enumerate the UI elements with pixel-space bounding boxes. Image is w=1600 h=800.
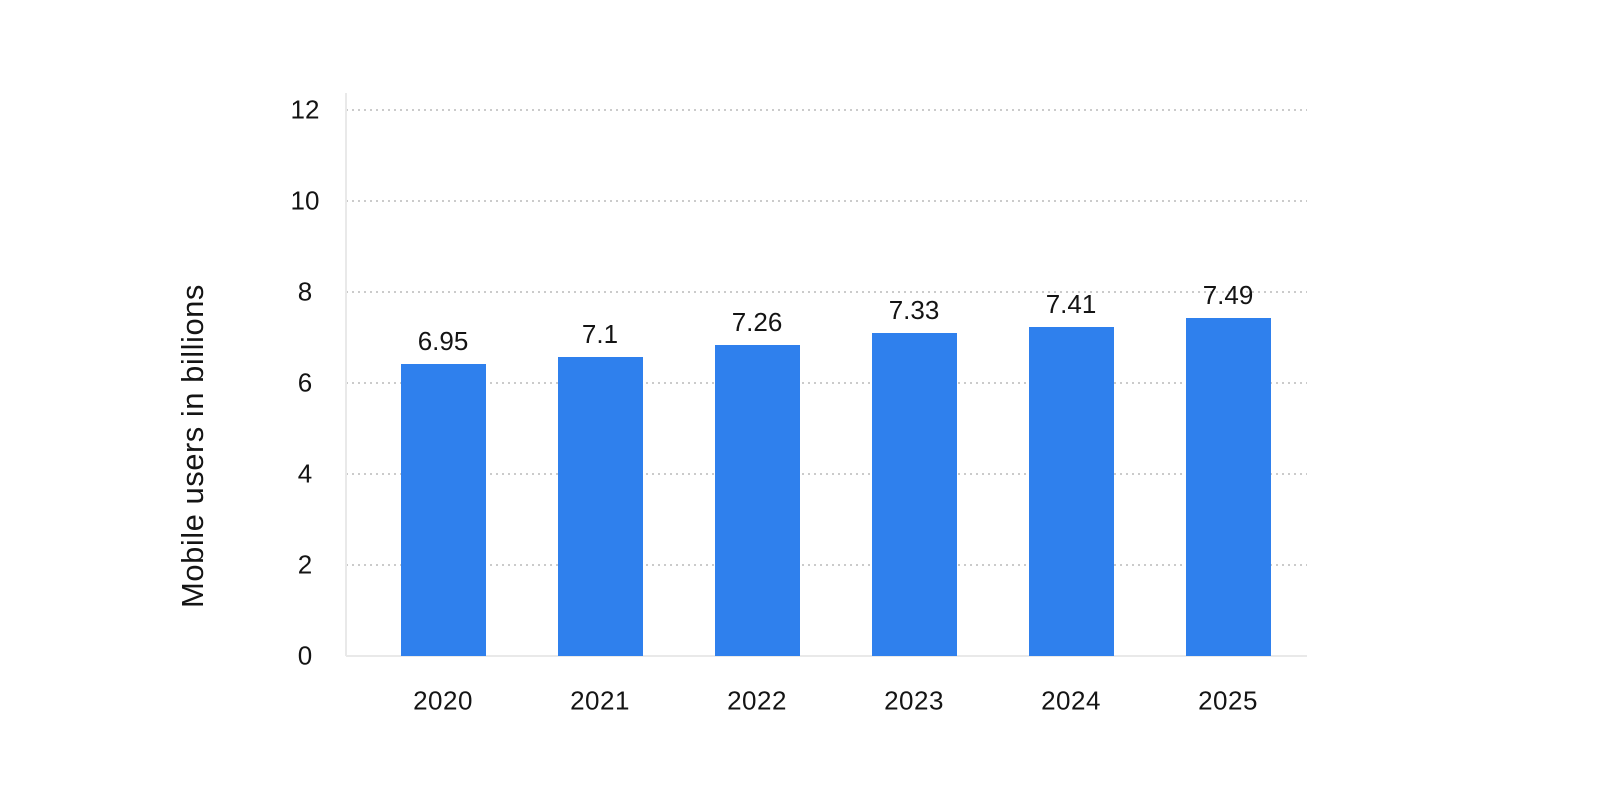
bar-value-label-2023: 7.33 [888, 295, 940, 325]
y-tick-label-8: 8 [297, 276, 313, 307]
bar-2024 [1028, 327, 1114, 656]
y-tick-label-10: 10 [290, 185, 320, 216]
y-axis-title: Mobile users in billions [175, 284, 210, 608]
bar-value-label-2022: 7.26 [731, 307, 783, 337]
x-category-label-2023: 2023 [884, 685, 944, 716]
y-tick-label-6: 6 [297, 367, 313, 398]
gridline-y2 [346, 564, 1307, 566]
y-tick-label-2: 2 [297, 549, 313, 580]
x-axis-line [346, 655, 1307, 657]
gridline-y12 [346, 109, 1307, 111]
bar-2022 [714, 345, 800, 656]
gridline-y6 [346, 382, 1307, 384]
x-category-label-2020: 2020 [413, 685, 473, 716]
bar-value-label-2021: 7.1 [581, 319, 619, 349]
x-category-label-2025: 2025 [1198, 685, 1258, 716]
bar-2023 [871, 333, 957, 656]
bar-2025 [1185, 318, 1271, 656]
bar-value-label-2024: 7.41 [1045, 289, 1097, 319]
bar-2020 [400, 364, 486, 656]
gridline-y4 [346, 473, 1307, 475]
x-category-label-2021: 2021 [570, 685, 630, 716]
y-tick-label-0: 0 [297, 640, 313, 671]
bar-value-label-2020: 6.95 [417, 326, 469, 356]
y-tick-label-12: 12 [290, 94, 320, 125]
bar-value-label-2025: 7.49 [1202, 280, 1254, 310]
gridline-y10 [346, 200, 1307, 202]
bar-2021 [557, 357, 643, 656]
gridline-y8 [346, 291, 1307, 293]
y-tick-label-4: 4 [297, 458, 313, 489]
x-category-label-2024: 2024 [1041, 685, 1101, 716]
x-category-label-2022: 2022 [727, 685, 787, 716]
y-axis-line [345, 93, 347, 656]
